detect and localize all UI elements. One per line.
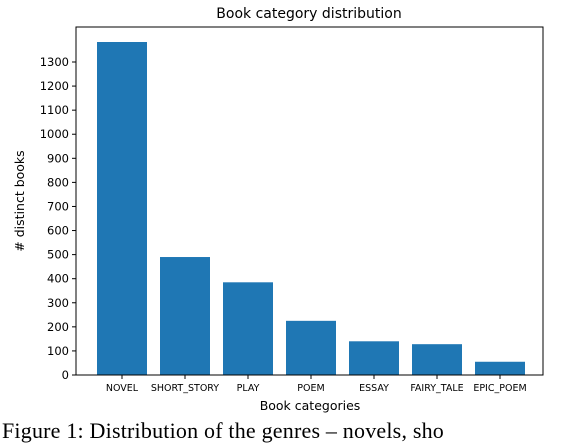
x-axis-label: Book categories [260,398,361,413]
bar-fairy_tale [412,344,462,375]
x-tick-label: SHORT_STORY [151,383,219,394]
x-tick-label: FAIRY_TALE [410,383,463,394]
y-tick-label: 1000 [40,127,69,141]
bar-epic_poem [475,361,525,375]
y-tick-label: 1300 [40,55,69,69]
bar-play [223,282,273,375]
bar-poem [286,320,336,375]
x-tick-label: ESSAY [359,383,389,394]
figure-caption: Figure 1: Distribution of the genres – n… [2,418,445,443]
bar-essay [349,341,399,375]
x-tick-label: PLAY [237,383,260,394]
bar-chart: Book category distribution 0 100 200 300 400… [12,6,544,413]
y-tick-label: 500 [47,248,69,262]
y-tick-label: 100 [47,344,69,358]
y-tick-label: 1200 [40,79,69,93]
y-axis-label: # distinct books [12,150,27,251]
x-tick-label: EPIC_POEM [473,383,526,394]
y-tick-label: 200 [47,320,69,334]
plot-area: 0 100 200 300 400 500 600 700 800 900 1000 1100 1200… [40,42,527,394]
y-tick-label: 400 [47,272,69,286]
y-tick-label: 700 [47,199,69,213]
y-tick-label: 600 [47,224,69,238]
y-tick-label: 800 [47,175,69,189]
bar-short_story [160,257,210,375]
chart-title: Book category distribution [216,6,401,22]
plot-frame [75,26,544,376]
x-tick-label: POEM [297,383,324,394]
y-tick-label: 0 [62,368,69,382]
y-tick-label: 1100 [40,103,69,117]
x-tick-label: NOVEL [106,383,139,394]
y-tick-label: 900 [47,151,69,165]
y-tick-label: 300 [47,296,69,310]
bar-novel [97,42,147,375]
